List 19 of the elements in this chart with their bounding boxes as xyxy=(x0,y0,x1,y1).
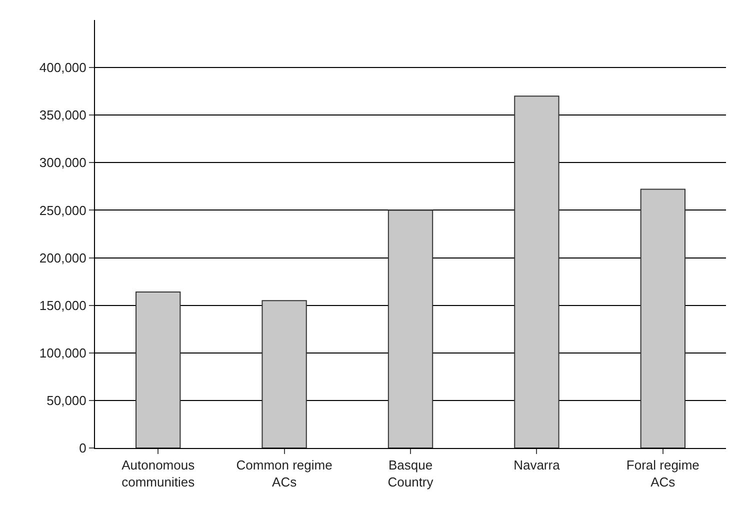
x-tick-label: Basque Country xyxy=(388,458,434,490)
bar xyxy=(640,188,686,448)
y-tick-label: 0 xyxy=(79,440,86,456)
y-tick-label: 100,000 xyxy=(39,345,86,360)
y-tick-label: 300,000 xyxy=(39,155,86,170)
x-tick-label: Foral regime ACs xyxy=(626,458,700,490)
y-tick-label: 200,000 xyxy=(39,250,86,266)
y-tick-label: 50,000 xyxy=(46,392,86,408)
bar xyxy=(136,292,181,448)
x-tick-label: Autonomous communities xyxy=(122,458,196,490)
y-tick-label: 250,000 xyxy=(39,202,86,218)
bar xyxy=(514,96,560,448)
x-tick-label: Navarra xyxy=(514,458,561,473)
y-tick-label: 400,000 xyxy=(39,60,86,76)
y-tick-label: 350,000 xyxy=(39,108,86,123)
y-tick-label: 150,000 xyxy=(39,298,86,313)
bar xyxy=(388,210,434,448)
x-tick-label: Common regime ACs xyxy=(236,458,332,490)
bar xyxy=(262,300,307,448)
